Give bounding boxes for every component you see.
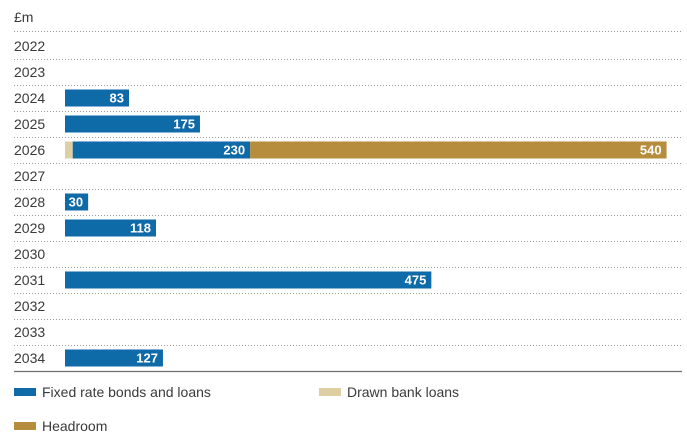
bar-value-label: 83	[110, 91, 124, 106]
bar-value-label: 230	[223, 143, 245, 158]
bar-value-label: 30	[69, 195, 83, 210]
bar-value-label: 475	[405, 273, 427, 288]
bar-fixed-rate-bonds-and-loans	[72, 141, 251, 159]
year-label: 2022	[14, 38, 45, 54]
legend-swatch	[14, 388, 36, 396]
bar-value-label: 175	[173, 117, 195, 132]
bar-drawn-bank-loans	[65, 141, 73, 159]
bar-fixed-rate-bonds-and-loans	[65, 89, 130, 107]
bar-fixed-rate-bonds-and-loans	[65, 115, 200, 133]
legend-item: Headroom	[14, 418, 319, 434]
year-label: 2031	[14, 272, 45, 288]
legend-label: Fixed rate bonds and loans	[42, 384, 211, 400]
legend-label: Drawn bank loans	[347, 384, 460, 400]
year-label: 2024	[14, 90, 45, 106]
bar-headroom	[250, 141, 667, 159]
unit-label: £m	[14, 9, 33, 25]
bar-fixed-rate-bonds-and-loans	[65, 271, 432, 289]
year-label: 2023	[14, 64, 45, 80]
year-label: 2025	[14, 116, 45, 132]
bar-value-label: 118	[130, 221, 151, 236]
bar-fixed-rate-bonds-and-loans	[65, 193, 89, 211]
legend-label: Headroom	[42, 418, 108, 434]
bar-value-label: 127	[136, 351, 158, 366]
bar-fixed-rate-bonds-and-loans	[65, 219, 157, 237]
legend: Fixed rate bonds and loans Drawn bank loa…	[14, 384, 674, 434]
bar-fixed-rate-bonds-and-loans	[65, 349, 163, 367]
year-label: 2027	[14, 168, 45, 184]
year-label: 2033	[14, 324, 45, 340]
year-label: 2034	[14, 350, 45, 366]
legend-swatch	[319, 388, 341, 396]
year-label: 2028	[14, 194, 45, 210]
year-label: 2026	[14, 142, 45, 158]
bar-value-label: 540	[640, 143, 662, 158]
year-label: 2029	[14, 220, 45, 236]
year-label: 2030	[14, 246, 45, 262]
legend-item: Drawn bank loans	[319, 384, 624, 400]
year-label: 2032	[14, 298, 45, 314]
legend-item: Fixed rate bonds and loans	[14, 384, 319, 400]
legend-swatch	[14, 422, 36, 430]
